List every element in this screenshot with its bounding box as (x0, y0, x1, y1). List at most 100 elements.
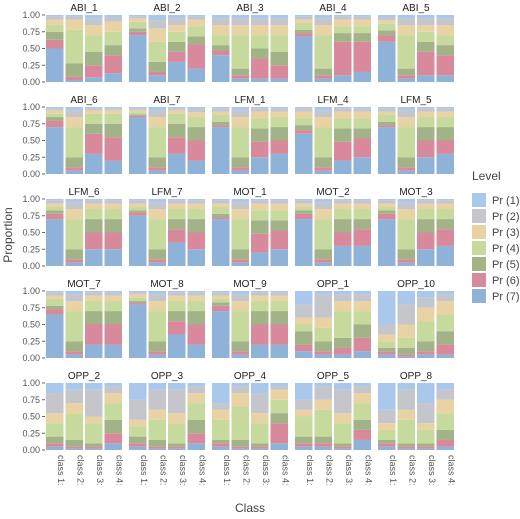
bar-segment (129, 291, 147, 293)
bar-segment (397, 291, 415, 305)
y-tick-label: 0.00 (22, 169, 40, 179)
bar-segment (334, 118, 352, 129)
bar-segment (417, 51, 435, 76)
bar-segment (378, 446, 396, 450)
bar-segment (334, 16, 352, 20)
bar-segment (353, 294, 371, 302)
y-tick-label: 0.75 (22, 395, 40, 405)
bar-segment (46, 213, 64, 220)
bar-segment (314, 15, 332, 19)
bar-segment (148, 259, 166, 263)
bar-segment (353, 199, 371, 201)
bar-segment (148, 202, 166, 210)
bar-segment (168, 107, 186, 109)
panel-title: ABI_4 (319, 3, 347, 14)
bar-segment (251, 203, 269, 211)
bar-segment (187, 117, 205, 128)
bar-segment (129, 399, 147, 420)
bar-segment (397, 443, 415, 447)
bar-segment (314, 107, 332, 111)
bar-segment (168, 229, 186, 243)
bar-segment (270, 107, 288, 109)
panel-title: OPP_8 (400, 371, 433, 382)
bar-segment (417, 31, 435, 42)
bar-segment (168, 334, 186, 358)
bar-segment (104, 17, 122, 22)
bar-segment (353, 15, 371, 17)
bar-segment (104, 324, 122, 345)
bar-segment (148, 341, 166, 352)
bar-segment (397, 383, 415, 390)
bar-segment (65, 202, 83, 210)
bar-segment (187, 344, 205, 358)
bar-segment (436, 331, 454, 345)
bar-segment (353, 383, 371, 387)
bar-segment (417, 249, 435, 266)
bar-segment (104, 443, 122, 450)
bar-segment (187, 443, 205, 450)
x-axis-title: Class (235, 501, 265, 515)
bar-segment (378, 127, 396, 174)
bar-segment (187, 383, 205, 387)
bar-segment (65, 19, 83, 30)
bar-segment (46, 31, 64, 40)
bar-segment (251, 107, 269, 109)
bar-segment (85, 443, 103, 447)
bar-segment (187, 200, 205, 204)
bar-segment (314, 351, 332, 355)
bar-segment (334, 383, 352, 390)
bar-segment (168, 199, 186, 201)
bar-segment (314, 18, 332, 26)
bar-segment (397, 15, 415, 19)
bar-segment (295, 446, 313, 450)
x-tick-label: class 4: (446, 455, 456, 486)
legend-swatch (472, 209, 486, 223)
bar-segment (129, 297, 147, 302)
bar-segment (378, 334, 396, 342)
bar-segment (46, 423, 64, 437)
bar-segment (148, 117, 166, 128)
x-tick-label: class 1: (139, 455, 149, 486)
panel-title: ABI_6 (70, 95, 98, 106)
panel-title: OPP_10 (397, 279, 435, 290)
bar-segment (270, 383, 288, 387)
bar-segment (295, 130, 313, 134)
bar-segment (397, 354, 415, 357)
bar-segment (129, 207, 147, 211)
bar-segment (212, 18, 230, 26)
bar-segment (168, 209, 186, 220)
bar-segment (436, 25, 454, 36)
bar-segment (314, 317, 332, 328)
bar-segment (187, 112, 205, 118)
bar-segment (378, 423, 396, 430)
bar-segment (436, 45, 454, 56)
bar-segment (295, 199, 313, 201)
bar-segment (417, 443, 435, 447)
bar-segment (187, 386, 205, 394)
bar-segment (314, 170, 332, 174)
y-tick-label: 0.75 (22, 119, 40, 129)
bar-segment (212, 311, 230, 358)
bar-segment (168, 321, 186, 335)
bar-segment (353, 108, 371, 112)
bar-segment (212, 45, 230, 51)
bar-segment (129, 212, 147, 216)
x-tick-label: class 2: (75, 455, 85, 486)
bar-segment (65, 249, 83, 260)
bar-segment (46, 199, 64, 201)
bar-segment (295, 207, 313, 211)
bar-segment (187, 433, 205, 444)
bar-segment (251, 448, 269, 450)
bar-segment (148, 157, 166, 168)
bar-segment (148, 219, 166, 250)
bar-segment (378, 30, 396, 36)
bar-segment (168, 153, 186, 174)
bar-segment (231, 448, 249, 450)
bar-segment (85, 219, 103, 233)
bar-segment (353, 107, 371, 109)
bar-segment (270, 153, 288, 174)
bar-segment (46, 15, 64, 17)
bar-segment (417, 448, 435, 450)
bar-segment (295, 107, 313, 109)
